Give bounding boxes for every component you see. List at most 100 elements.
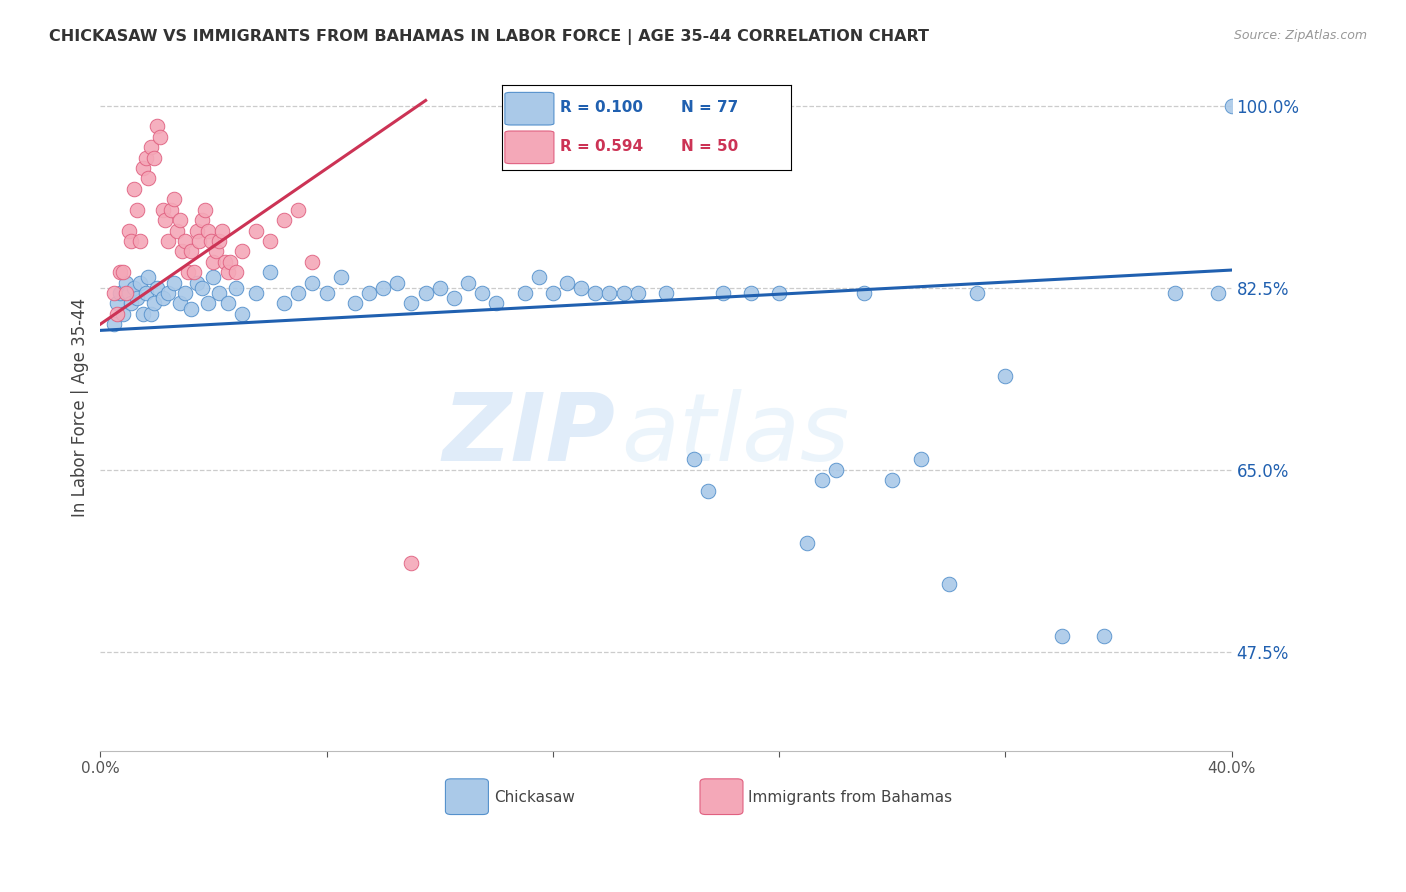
Point	[231, 307, 253, 321]
Point	[541, 285, 564, 300]
Point	[208, 285, 231, 300]
Point	[108, 285, 131, 300]
Point	[429, 281, 451, 295]
Point	[810, 473, 832, 487]
Point	[129, 276, 152, 290]
Point	[527, 270, 550, 285]
Point	[457, 276, 479, 290]
Point	[966, 285, 988, 300]
Point	[443, 291, 465, 305]
Point	[191, 213, 214, 227]
Point	[205, 244, 228, 259]
Point	[485, 296, 508, 310]
Point	[157, 285, 180, 300]
Point	[208, 234, 231, 248]
Text: CHICKASAW VS IMMIGRANTS FROM BAHAMAS IN LABOR FORCE | AGE 35-44 CORRELATION CHAR: CHICKASAW VS IMMIGRANTS FROM BAHAMAS IN …	[49, 29, 929, 45]
Point	[117, 223, 139, 237]
Point	[655, 285, 678, 300]
Point	[245, 285, 267, 300]
Point	[1050, 629, 1073, 643]
Point	[225, 281, 247, 295]
FancyBboxPatch shape	[700, 779, 742, 814]
Point	[711, 285, 734, 300]
Point	[186, 223, 208, 237]
Point	[697, 483, 720, 498]
Point	[186, 276, 208, 290]
Point	[160, 202, 183, 217]
Point	[415, 285, 437, 300]
Point	[214, 254, 236, 268]
Point	[172, 244, 194, 259]
Point	[202, 270, 225, 285]
Point	[683, 452, 706, 467]
Point	[143, 296, 166, 310]
Point	[146, 281, 169, 295]
Point	[132, 307, 155, 321]
Point	[105, 296, 128, 310]
Point	[114, 276, 136, 290]
Point	[103, 317, 125, 331]
Point	[194, 202, 217, 217]
Point	[1094, 629, 1116, 643]
Point	[200, 234, 222, 248]
Point	[217, 265, 239, 279]
Point	[124, 281, 146, 295]
Point	[124, 182, 146, 196]
Point	[211, 223, 233, 237]
Point	[853, 285, 876, 300]
Point	[1164, 285, 1187, 300]
Point	[197, 223, 219, 237]
Point	[329, 270, 352, 285]
Point	[141, 307, 163, 321]
Point	[513, 285, 536, 300]
Point	[105, 307, 128, 321]
Point	[910, 452, 932, 467]
Point	[174, 285, 197, 300]
Point	[152, 291, 174, 305]
Point	[163, 192, 186, 206]
Point	[169, 296, 191, 310]
Text: ZIP: ZIP	[443, 389, 616, 481]
Point	[108, 265, 131, 279]
Point	[740, 285, 762, 300]
Point	[111, 307, 134, 321]
Point	[231, 244, 253, 259]
Point	[882, 473, 904, 487]
Point	[127, 291, 149, 305]
Point	[135, 285, 157, 300]
Text: atlas: atlas	[621, 389, 849, 480]
Point	[188, 234, 211, 248]
Point	[401, 296, 423, 310]
Point	[301, 254, 323, 268]
Point	[169, 213, 191, 227]
Point	[555, 276, 578, 290]
Point	[121, 234, 143, 248]
Y-axis label: In Labor Force | Age 35-44: In Labor Force | Age 35-44	[72, 298, 89, 517]
Point	[143, 151, 166, 165]
Point	[117, 285, 139, 300]
Point	[129, 234, 152, 248]
Point	[141, 140, 163, 154]
Point	[796, 535, 818, 549]
Point	[127, 202, 149, 217]
Point	[598, 285, 620, 300]
Point	[938, 577, 960, 591]
Point	[569, 281, 592, 295]
Point	[273, 213, 295, 227]
Point	[259, 265, 281, 279]
Point	[114, 285, 136, 300]
Point	[471, 285, 494, 300]
Point	[343, 296, 366, 310]
Point	[146, 120, 169, 134]
Point	[287, 202, 309, 217]
Text: Source: ZipAtlas.com: Source: ZipAtlas.com	[1233, 29, 1367, 42]
Point	[401, 557, 423, 571]
Point	[163, 276, 186, 290]
Point	[135, 151, 157, 165]
Point	[824, 463, 846, 477]
Point	[152, 202, 174, 217]
Point	[245, 223, 267, 237]
Point	[387, 276, 409, 290]
Point	[1220, 98, 1243, 112]
Point	[180, 244, 202, 259]
